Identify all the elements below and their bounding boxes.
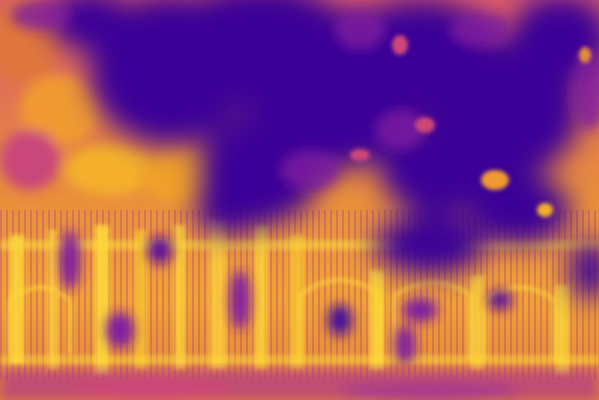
- facade-cool-spots: [60, 230, 512, 365]
- canopy-mottling: [10, 0, 599, 190]
- facade-arches: [8, 278, 557, 360]
- upper-left-patches: [0, 0, 220, 203]
- ground-band: [0, 370, 599, 400]
- canopy-warm-specks: [350, 35, 591, 217]
